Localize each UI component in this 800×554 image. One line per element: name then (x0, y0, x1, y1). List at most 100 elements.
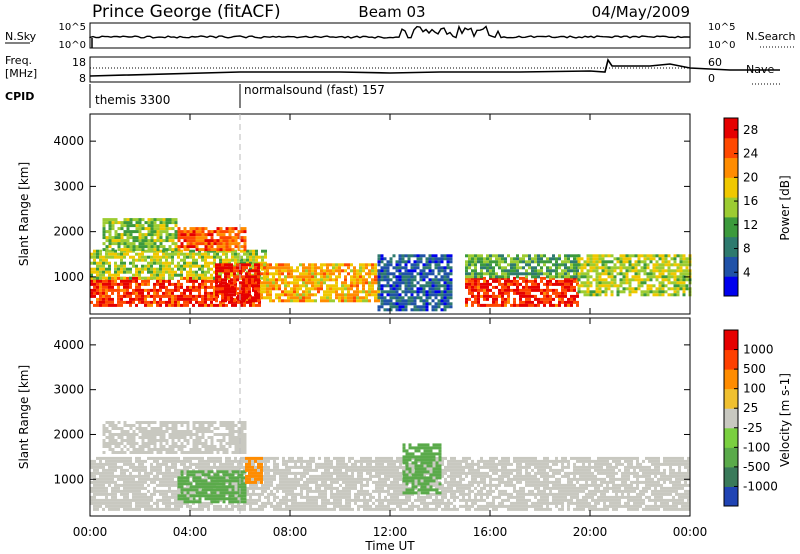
heatmap-cell (159, 264, 162, 268)
heatmap-cell (368, 275, 371, 279)
heatmap-cell (570, 269, 573, 273)
heatmap-cell (483, 257, 486, 261)
heatmap-cell (168, 239, 172, 243)
heatmap-cell (339, 456, 342, 460)
heatmap-cell (477, 254, 480, 258)
heatmap-cell (171, 492, 174, 496)
heatmap-cell (138, 294, 141, 298)
heatmap-cell (156, 258, 159, 262)
heatmap-cell (573, 294, 576, 298)
heatmap-cell (231, 242, 235, 246)
heatmap-cell (195, 239, 199, 243)
heatmap-cell (628, 260, 632, 264)
date-title: 04/May/2009 (592, 3, 690, 21)
heatmap-cell (105, 255, 108, 259)
heatmap-cell (267, 465, 270, 469)
heatmap-cell (230, 281, 233, 285)
heatmap-cell (396, 468, 399, 472)
heatmap-cell (213, 230, 217, 234)
heatmap-cell (401, 305, 405, 309)
heatmap-cell (383, 308, 387, 312)
heatmap-cell (486, 260, 489, 264)
heatmap-cell (150, 480, 153, 484)
heatmap-cell (111, 291, 114, 295)
heatmap-cell (353, 290, 356, 294)
heatmap-cell (276, 501, 279, 505)
heatmap-cell (586, 281, 590, 285)
heatmap-cell (123, 276, 126, 280)
heatmap-cell (189, 300, 192, 304)
heatmap-cell (655, 287, 659, 291)
heatmap-cell (335, 284, 338, 288)
heatmap-cell (93, 465, 96, 469)
heatmap-cell (501, 300, 504, 304)
heatmap-cell (105, 459, 108, 463)
heatmap-cell (153, 255, 156, 259)
heatmap-cell (573, 297, 576, 301)
heatmap-cell (498, 303, 501, 307)
heatmap-cell (625, 281, 629, 285)
heatmap-cell (443, 278, 447, 282)
heatmap-cell (353, 275, 356, 279)
heatmap-cell (303, 474, 306, 478)
heatmap-cell (501, 254, 504, 258)
heatmap-cell (114, 504, 117, 508)
heatmap-cell (204, 255, 207, 259)
heatmap-cell (245, 272, 248, 276)
heatmap-cell (395, 293, 399, 297)
heatmap-cell (425, 308, 429, 312)
heatmap-cell (138, 258, 141, 262)
heatmap-cell (398, 296, 402, 300)
heatmap-cell (462, 483, 465, 487)
heatmap-cell (108, 279, 111, 283)
heatmap-cell (243, 504, 246, 508)
heatmap-cell (225, 230, 229, 234)
heatmap-cell (120, 276, 123, 280)
heatmap-cell (204, 291, 207, 295)
heatmap-cell (360, 504, 363, 508)
heatmap-cell (252, 252, 255, 256)
heatmap-cell (374, 296, 377, 300)
heatmap-cell (422, 305, 426, 309)
heatmap-cell (165, 252, 168, 256)
heatmap-cell (290, 296, 293, 300)
heatmap-cell (339, 471, 342, 475)
heatmap-cell (165, 288, 168, 292)
heatmap-cell (296, 278, 299, 282)
heatmap-cell (456, 465, 459, 469)
heatmap-cell (198, 303, 201, 307)
heatmap-cell (246, 255, 249, 259)
heatmap-cell (204, 242, 208, 246)
heatmap-cell (465, 459, 468, 463)
heatmap-cell (474, 269, 477, 273)
heatmap-cell (661, 257, 665, 261)
heatmap-cell (480, 276, 483, 280)
heatmap-cell (93, 504, 96, 508)
heatmap-cell (667, 260, 671, 264)
heatmap-cell (625, 260, 629, 264)
heatmap-cell (165, 267, 168, 271)
heatmap-cell (589, 257, 593, 261)
heatmap-cell (195, 258, 198, 262)
heatmap-cell (263, 263, 266, 267)
heatmap-cell (213, 261, 216, 265)
heatmap-cell (468, 480, 471, 484)
heatmap-cell (276, 456, 279, 460)
heatmap-cell (245, 275, 248, 279)
heatmap-cell (398, 266, 402, 270)
heatmap-cell (255, 261, 258, 265)
heatmap-cell (120, 224, 124, 228)
heatmap-cell (658, 290, 662, 294)
heatmap-cell (159, 270, 162, 274)
heatmap-cell (342, 471, 345, 475)
heatmap-cell (111, 480, 114, 484)
cpid-mode-1: normalsound (fast) 157 (244, 83, 385, 97)
heatmap-cell (270, 483, 273, 487)
heatmap-cell (201, 233, 205, 237)
heatmap-cell (201, 252, 204, 256)
heatmap-cell (201, 285, 204, 289)
heatmap-cell (219, 233, 223, 237)
heatmap-cell (446, 278, 450, 282)
heatmap-cell (501, 297, 504, 301)
heatmap-cell (576, 303, 579, 307)
